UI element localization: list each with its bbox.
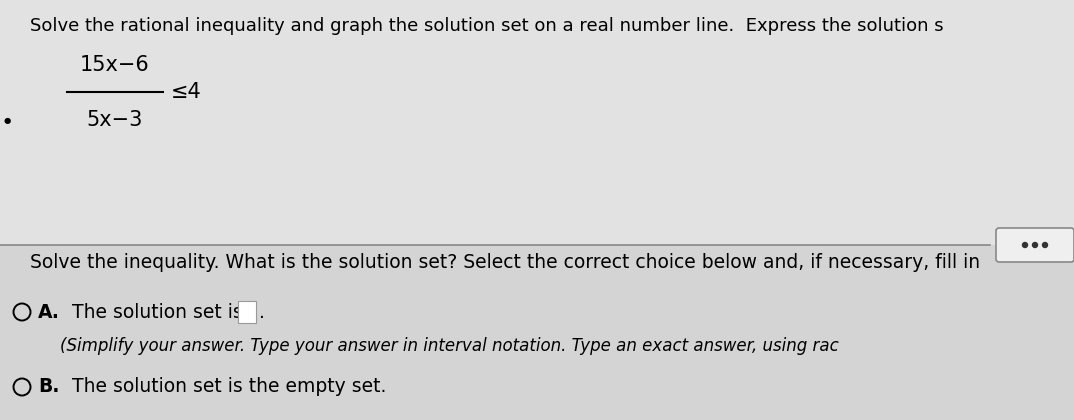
Text: ≤4: ≤4 (171, 82, 202, 102)
FancyBboxPatch shape (996, 228, 1074, 262)
Text: ●: ● (4, 116, 11, 124)
Text: B.: B. (38, 378, 59, 396)
Text: 5x−3: 5x−3 (87, 110, 143, 130)
Text: (Simplify your answer. Type your answer in interval notation. Type an exact answ: (Simplify your answer. Type your answer … (60, 337, 839, 355)
Bar (0, 245, 1074, 420)
Text: .: . (259, 302, 265, 321)
Text: Solve the inequality. What is the solution set? Select the correct choice below : Solve the inequality. What is the soluti… (30, 252, 981, 271)
Circle shape (1022, 242, 1028, 247)
Text: A.: A. (38, 302, 60, 321)
Text: The solution set is: The solution set is (60, 302, 243, 321)
Text: The solution set is the empty set.: The solution set is the empty set. (60, 378, 387, 396)
Circle shape (1032, 242, 1037, 247)
Circle shape (1043, 242, 1047, 247)
Text: 15x−6: 15x−6 (81, 55, 150, 75)
FancyBboxPatch shape (238, 301, 256, 323)
Text: Solve the rational inequality and graph the solution set on a real number line. : Solve the rational inequality and graph … (30, 17, 944, 35)
Bar (0, 0, 1074, 245)
